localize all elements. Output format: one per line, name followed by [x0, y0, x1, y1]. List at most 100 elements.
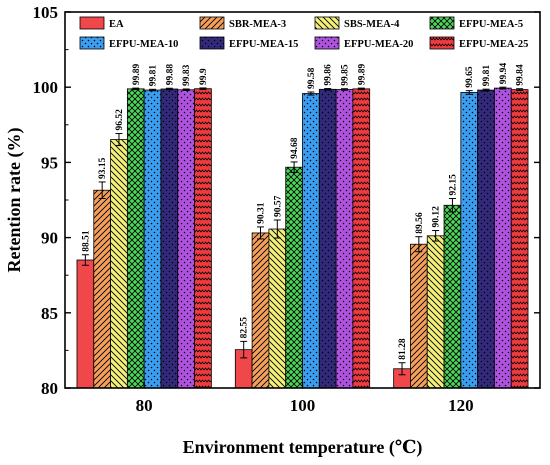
x-axis-title: Environment temperature (℃): [183, 437, 423, 458]
value-label-efpu-mea-5-120: 92.15: [448, 174, 458, 196]
value-label-ea-120: 81.28: [398, 338, 408, 360]
error-bar-sbr-mea-3-80: [98, 181, 106, 199]
error-bar-efpu-mea-25-120: [516, 88, 524, 92]
legend-item-efpu-mea-5: EFPU-MEA-5: [429, 16, 523, 30]
error-bar-efpu-mea-15-100: [324, 88, 332, 91]
legend-swatch: [314, 36, 340, 50]
value-labels-layer: 88.51 93.15 96.52 99.89 99.81 99.88 99.83 99.9 8…: [81, 63, 525, 360]
value-label-ea-100: 82.55: [240, 317, 250, 339]
value-label-efpu-mea-5-100: 94.68: [290, 137, 300, 159]
y-tick-label: 90: [41, 229, 58, 248]
error-bar-ea-120: [398, 362, 406, 376]
legend-swatch: [79, 36, 105, 50]
legend-label: EFPU-MEA-20: [344, 39, 413, 50]
value-label-sbr-mea-3-120: 89.56: [415, 212, 425, 234]
error-bar-ea-100: [240, 340, 248, 359]
error-bar-ea-80: [81, 254, 89, 266]
bar-efpu-mea-10-120: [460, 92, 479, 389]
bar-efpu-mea-15-80: [160, 88, 179, 389]
legend-swatch: [429, 16, 455, 30]
x-tick-label: 100: [290, 396, 316, 415]
bar-efpu-mea-25-80: [194, 88, 212, 389]
bar-efpu-mea-10-100: [302, 93, 320, 389]
bar-efpu-mea-5-120: [443, 204, 462, 389]
legend-item-efpu-mea-20: EFPU-MEA-20: [314, 36, 413, 50]
value-label-sbr-mea-3-80: 93.15: [98, 157, 108, 179]
value-label-sbr-mea-3-100: 90.31: [257, 202, 267, 224]
error-bar-sbs-mea-4-100: [273, 219, 281, 239]
bar-efpu-mea-20-80: [177, 89, 195, 389]
y-tick-label: 80: [41, 379, 58, 398]
value-label-efpu-mea-5-80: 99.89: [132, 63, 142, 85]
legend-swatch: [199, 36, 225, 50]
value-label-efpu-mea-25-80: 99.9: [199, 68, 209, 85]
error-bar-efpu-mea-15-120: [482, 88, 490, 92]
y-axis-title: Retention rate (%): [4, 128, 25, 273]
error-bar-efpu-mea-5-120: [448, 197, 456, 213]
error-bar-efpu-mea-20-100: [341, 88, 348, 91]
value-label-efpu-mea-20-100: 99.85: [341, 64, 351, 86]
error-bar-efpu-mea-15-80: [165, 87, 173, 91]
bar-efpu-mea-25-120: [510, 89, 529, 389]
legend-label: EA: [109, 19, 124, 30]
error-bar-efpu-mea-20-120: [499, 86, 507, 90]
error-bar-efpu-mea-25-80: [199, 87, 207, 90]
value-label-efpu-mea-10-80: 99.81: [149, 65, 159, 87]
error-bar-sbs-mea-4-80: [115, 133, 123, 147]
x-tick-label: 80: [136, 396, 153, 415]
bar-efpu-mea-20-100: [335, 89, 354, 389]
legend-label: EFPU-MEA-15: [229, 39, 298, 50]
error-bar-efpu-mea-5-80: [132, 87, 140, 91]
error-bar-efpu-mea-20-80: [182, 88, 190, 92]
value-label-efpu-mea-25-100: 99.89: [357, 63, 367, 85]
legend-label: SBS-MEA-4: [344, 19, 400, 30]
value-label-efpu-mea-15-100: 99.86: [324, 64, 334, 86]
bar-sbs-mea-4-120: [426, 235, 445, 389]
error-bar-sbr-mea-3-100: [257, 226, 264, 240]
error-bar-efpu-mea-10-100: [307, 91, 315, 96]
error-bar-sbr-mea-3-120: [415, 236, 423, 253]
y-tick-label: 95: [41, 153, 58, 172]
value-label-efpu-mea-10-120: 99.65: [465, 66, 475, 88]
bar-efpu-mea-5-80: [126, 88, 145, 389]
legend-swatch: [79, 16, 105, 30]
value-label-efpu-mea-15-80: 99.88: [165, 64, 175, 86]
legend-label: EFPU-MEA-10: [109, 39, 178, 50]
error-bar-efpu-mea-25-100: [357, 87, 365, 91]
bar-sbr-mea-3-120: [410, 243, 428, 389]
value-label-efpu-mea-15-120: 99.81: [482, 65, 492, 87]
axes-layer: 80 85 90 95 100 105 80 100 120: [33, 3, 541, 415]
bar-efpu-mea-10-80: [143, 89, 162, 389]
legend-item-sbs-mea-4: SBS-MEA-4: [314, 16, 400, 30]
bar-efpu-mea-20-120: [494, 87, 512, 389]
bar-sbs-mea-4-100: [268, 228, 287, 389]
legend-label: EFPU-MEA-25: [459, 39, 528, 50]
bar-sbr-mea-3-100: [251, 232, 270, 389]
legend: EA SBR-MEA-3 SBS-MEA-4 EFPU-MEA-5 EFPU-MEA-1…: [79, 16, 528, 50]
bar-ea-80: [76, 259, 95, 389]
legend-swatch: [429, 36, 455, 50]
y-tick-label: 105: [33, 3, 59, 22]
bar-efpu-mea-25-100: [352, 88, 371, 389]
x-tick-label: 120: [448, 396, 474, 415]
error-bar-efpu-mea-5-100: [290, 161, 298, 173]
value-label-efpu-mea-10-100: 99.58: [307, 67, 317, 89]
bars-layer: [76, 86, 529, 389]
legend-item-efpu-mea-15: EFPU-MEA-15: [199, 36, 298, 50]
legend-item-sbr-mea-3: SBR-MEA-3: [199, 16, 286, 30]
value-label-efpu-mea-20-80: 99.83: [182, 64, 192, 86]
legend-swatch: [314, 16, 340, 30]
value-label-sbs-mea-4-120: 90.12: [432, 206, 442, 228]
value-label-efpu-mea-20-120: 99.94: [499, 63, 509, 85]
bar-efpu-mea-15-100: [318, 88, 337, 389]
legend-item-efpu-mea-25: EFPU-MEA-25: [429, 36, 528, 50]
bar-sbr-mea-3-80: [93, 189, 111, 389]
value-label-sbs-mea-4-80: 96.52: [115, 109, 125, 131]
bar-efpu-mea-5-100: [285, 166, 303, 389]
y-tick-label: 100: [33, 78, 59, 97]
legend-label: SBR-MEA-3: [229, 19, 286, 30]
legend-swatch: [199, 16, 225, 30]
value-label-ea-80: 88.51: [81, 230, 91, 252]
